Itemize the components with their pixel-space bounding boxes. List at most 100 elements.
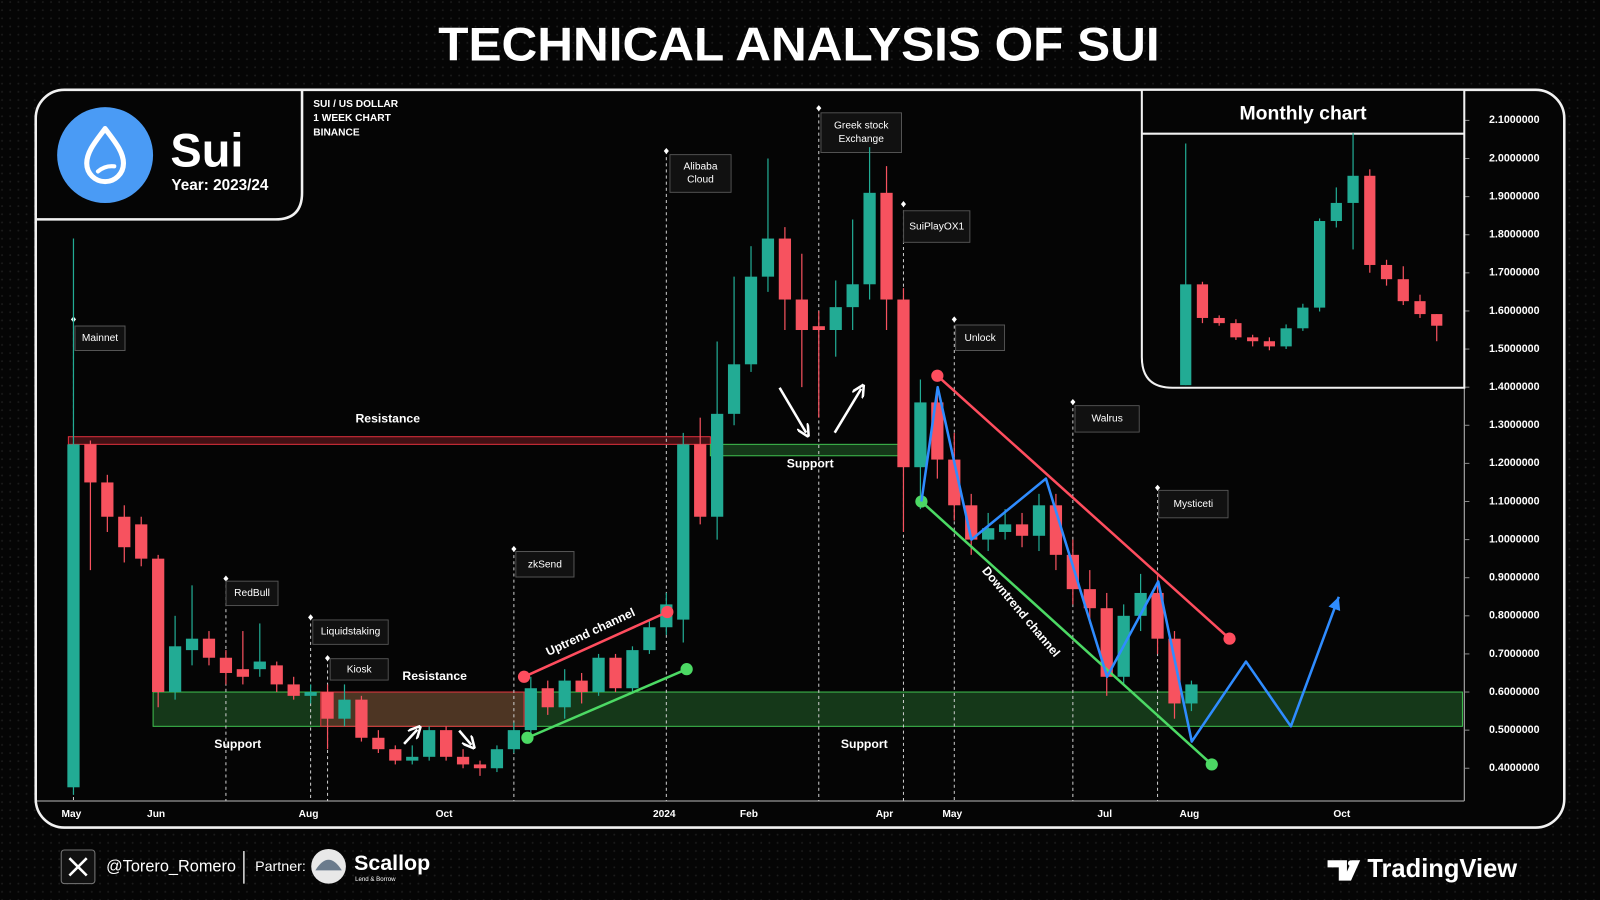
footer-partner-tagline: Lend & Borrow (355, 876, 396, 883)
brand-period: Year: 2023/24 (171, 177, 268, 194)
event-label: SuiPlayOX1 (903, 210, 971, 243)
y-tick-label: 0.9000000 (1489, 572, 1540, 584)
event-marker (325, 655, 331, 662)
x-tick-label: Oct (436, 809, 454, 820)
candle-body (1015, 524, 1029, 536)
event-label-box: Alibaba Cloud (669, 154, 732, 193)
x-logo (68, 857, 88, 877)
decor-arrow (778, 387, 807, 433)
candle-body (355, 699, 368, 738)
event-marker (951, 316, 957, 323)
candle-body (1180, 284, 1192, 386)
trend-dot (517, 670, 531, 683)
candle-body (101, 482, 114, 517)
y-tick-label: 1.6000000 (1489, 305, 1540, 317)
event-label: Mainnet (74, 325, 126, 352)
candle-body (897, 299, 910, 468)
event-marker (816, 105, 822, 112)
trend-line (920, 500, 1213, 766)
candle-body (998, 524, 1012, 532)
candle-body (863, 192, 876, 285)
event-label: Alibaba Cloud (669, 154, 732, 193)
candle-body (643, 627, 656, 651)
candle-body (982, 528, 995, 540)
event-label: Mysticeti (1158, 489, 1229, 519)
footer-partner-label: Partner: (255, 859, 306, 875)
y-tick-label: 0.4000000 (1489, 762, 1540, 774)
annotation: Resistance (402, 669, 467, 683)
trend-dot (931, 369, 944, 382)
candle-body (1297, 307, 1309, 329)
candle-body (1280, 328, 1292, 347)
y-tick-label: 1.8000000 (1489, 229, 1540, 241)
candle-body (118, 516, 131, 548)
candle-body (1083, 589, 1096, 609)
candle-body (490, 749, 504, 769)
event-label-box: Greek stock Exchange (820, 112, 903, 154)
event-marker (1070, 398, 1076, 406)
y-tick-label: 1.9000000 (1489, 190, 1540, 202)
trend-dot (1223, 632, 1236, 645)
y-tick-label: 1.4000000 (1489, 381, 1540, 393)
candle-body (84, 444, 97, 483)
candle-body (626, 650, 639, 689)
candle-body (152, 558, 165, 693)
candle-body (524, 688, 537, 731)
trend-line (523, 610, 668, 678)
candle-body (1431, 314, 1443, 326)
candle-body (1100, 608, 1113, 677)
candle-body (1364, 175, 1376, 265)
y-tick-label: 2.1000000 (1489, 114, 1540, 126)
candle-body (1185, 684, 1198, 704)
candle-body (1213, 317, 1225, 324)
candle-body (1066, 554, 1079, 590)
candle-body (1230, 323, 1242, 338)
candle-body (423, 730, 436, 757)
candle-body (304, 692, 317, 696)
sui-drop-wave (95, 164, 117, 174)
brand-name: Sui (170, 124, 243, 176)
annotation: Support (214, 737, 261, 751)
candle-body (270, 665, 283, 685)
plot: 2.1000000 2.0000000 1.9000000 1.8000000 1.70… (62, 105, 1540, 820)
trend-dot (521, 731, 534, 744)
candle-body (1151, 592, 1164, 639)
trend-dot (661, 605, 674, 619)
candle-body (219, 657, 233, 673)
candle-body (1414, 301, 1426, 315)
candle-body (795, 299, 808, 331)
sui-logo (57, 107, 154, 204)
candle-body (1347, 175, 1359, 203)
x-tick-label: Aug (299, 809, 319, 820)
candle-body (575, 680, 588, 693)
y-tick-label: 0.7000000 (1489, 648, 1540, 660)
candle-body (168, 646, 182, 693)
x-tick-label: May (942, 809, 962, 820)
sui-drop (84, 126, 127, 185)
page-title: TECHNICAL ANALYSIS OF SUI (438, 18, 1159, 70)
candle-body (1397, 279, 1409, 302)
candle-body (406, 756, 419, 761)
candle-body (185, 638, 199, 651)
candle-body (558, 680, 571, 708)
info-exchange: BINANCE (313, 127, 360, 138)
monthly-title: Monthly chart (1240, 102, 1368, 124)
candle-body (727, 364, 741, 414)
candle-body (67, 444, 80, 788)
candle-body (456, 756, 470, 765)
monthly-box (1140, 88, 1466, 389)
footer-handle: @Torero_Romero (106, 858, 236, 876)
x-tick-label: Oct (1333, 809, 1351, 820)
candle-body (321, 692, 334, 719)
y-tick-label: 0.6000000 (1489, 686, 1540, 698)
event-label-box: SuiPlayOX1 (903, 210, 971, 243)
y-tick-label: 1.7000000 (1489, 267, 1540, 279)
candle-body (778, 238, 792, 300)
zone (709, 443, 899, 457)
candle-body (287, 684, 300, 696)
candle-body (372, 737, 385, 750)
event-label: Liquidstaking (312, 619, 389, 645)
event-label: Kiosk (329, 658, 389, 681)
trend-dot (1205, 758, 1218, 771)
